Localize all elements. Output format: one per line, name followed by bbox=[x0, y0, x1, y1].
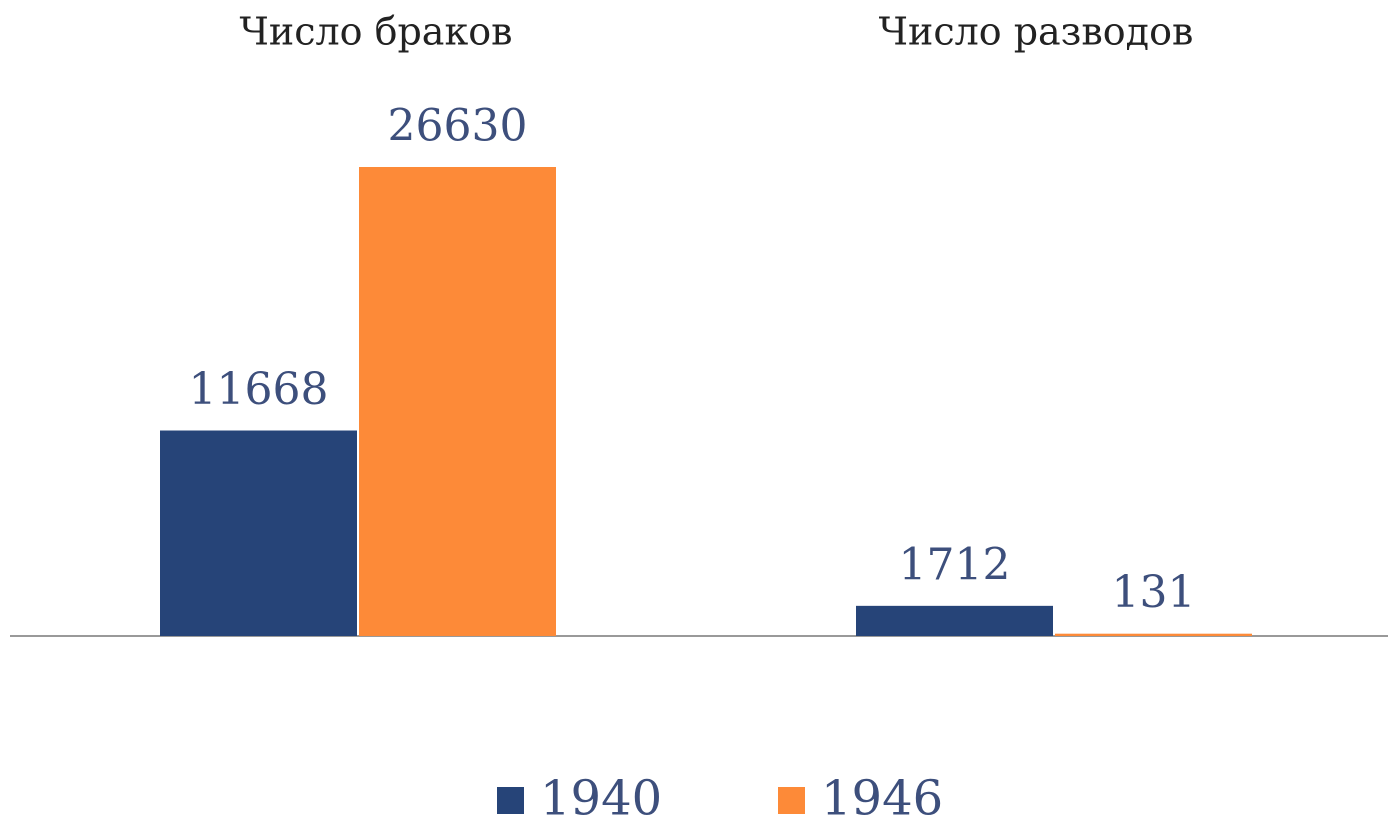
bar bbox=[359, 167, 556, 636]
legend-swatch bbox=[778, 787, 805, 814]
value-label: 26630 bbox=[388, 101, 528, 152]
legend-swatch bbox=[497, 787, 524, 814]
legend-label: 1940 bbox=[540, 771, 662, 824]
bar bbox=[160, 430, 357, 636]
bar bbox=[1055, 633, 1252, 636]
category-label: Число браков bbox=[240, 10, 513, 54]
legend-label: 1946 bbox=[821, 771, 943, 824]
bar bbox=[856, 605, 1053, 636]
category-label: Число разводов bbox=[879, 10, 1194, 54]
value-label: 1712 bbox=[899, 539, 1011, 590]
value-label: 11668 bbox=[189, 364, 329, 415]
value-label: 131 bbox=[1112, 567, 1196, 618]
